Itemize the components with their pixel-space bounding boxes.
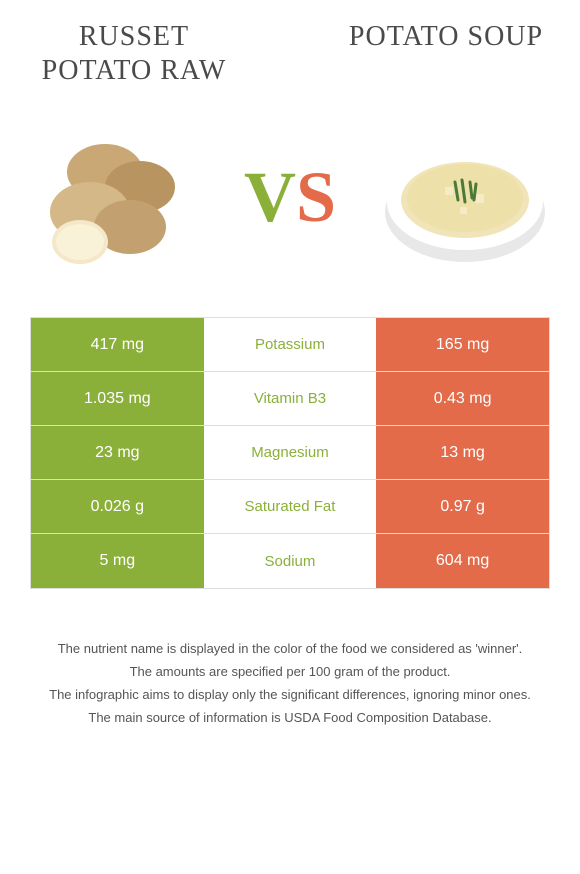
value-left: 417 mg: [31, 318, 204, 371]
title-right: Potato soup: [342, 20, 550, 87]
nutrient-label: Saturated Fat: [204, 480, 377, 533]
footnotes: The nutrient name is displayed in the co…: [30, 639, 550, 728]
food-image-right: [380, 112, 550, 282]
nutrient-label: Potassium: [204, 318, 377, 371]
value-right: 0.97 g: [376, 480, 549, 533]
food-image-left: [30, 112, 200, 282]
header: Russet potato raw Potato soup: [30, 20, 550, 87]
nutrient-label: Magnesium: [204, 426, 377, 479]
value-left: 5 mg: [31, 534, 204, 588]
nutrient-label: Vitamin B3: [204, 372, 377, 425]
value-right: 604 mg: [376, 534, 549, 588]
title-left: Russet potato raw: [30, 20, 238, 87]
nutrient-row: 0.026 gSaturated Fat0.97 g: [31, 480, 549, 534]
footnote-line: The infographic aims to display only the…: [30, 685, 550, 706]
value-left: 1.035 mg: [31, 372, 204, 425]
nutrient-row: 5 mgSodium604 mg: [31, 534, 549, 588]
footnote-line: The amounts are specified per 100 gram o…: [30, 662, 550, 683]
value-right: 165 mg: [376, 318, 549, 371]
vs-label: V S: [244, 156, 336, 239]
nutrient-label: Sodium: [204, 534, 377, 588]
vs-s: S: [296, 156, 336, 239]
value-left: 23 mg: [31, 426, 204, 479]
nutrient-row: 1.035 mgVitamin B30.43 mg: [31, 372, 549, 426]
images-row: V S: [30, 107, 550, 287]
vs-v: V: [244, 156, 296, 239]
comparison-table: 417 mgPotassium165 mg1.035 mgVitamin B30…: [30, 317, 550, 589]
nutrient-row: 417 mgPotassium165 mg: [31, 318, 549, 372]
value-right: 0.43 mg: [376, 372, 549, 425]
footnote-line: The main source of information is USDA F…: [30, 708, 550, 729]
value-right: 13 mg: [376, 426, 549, 479]
footnote-line: The nutrient name is displayed in the co…: [30, 639, 550, 660]
value-left: 0.026 g: [31, 480, 204, 533]
nutrient-row: 23 mgMagnesium13 mg: [31, 426, 549, 480]
